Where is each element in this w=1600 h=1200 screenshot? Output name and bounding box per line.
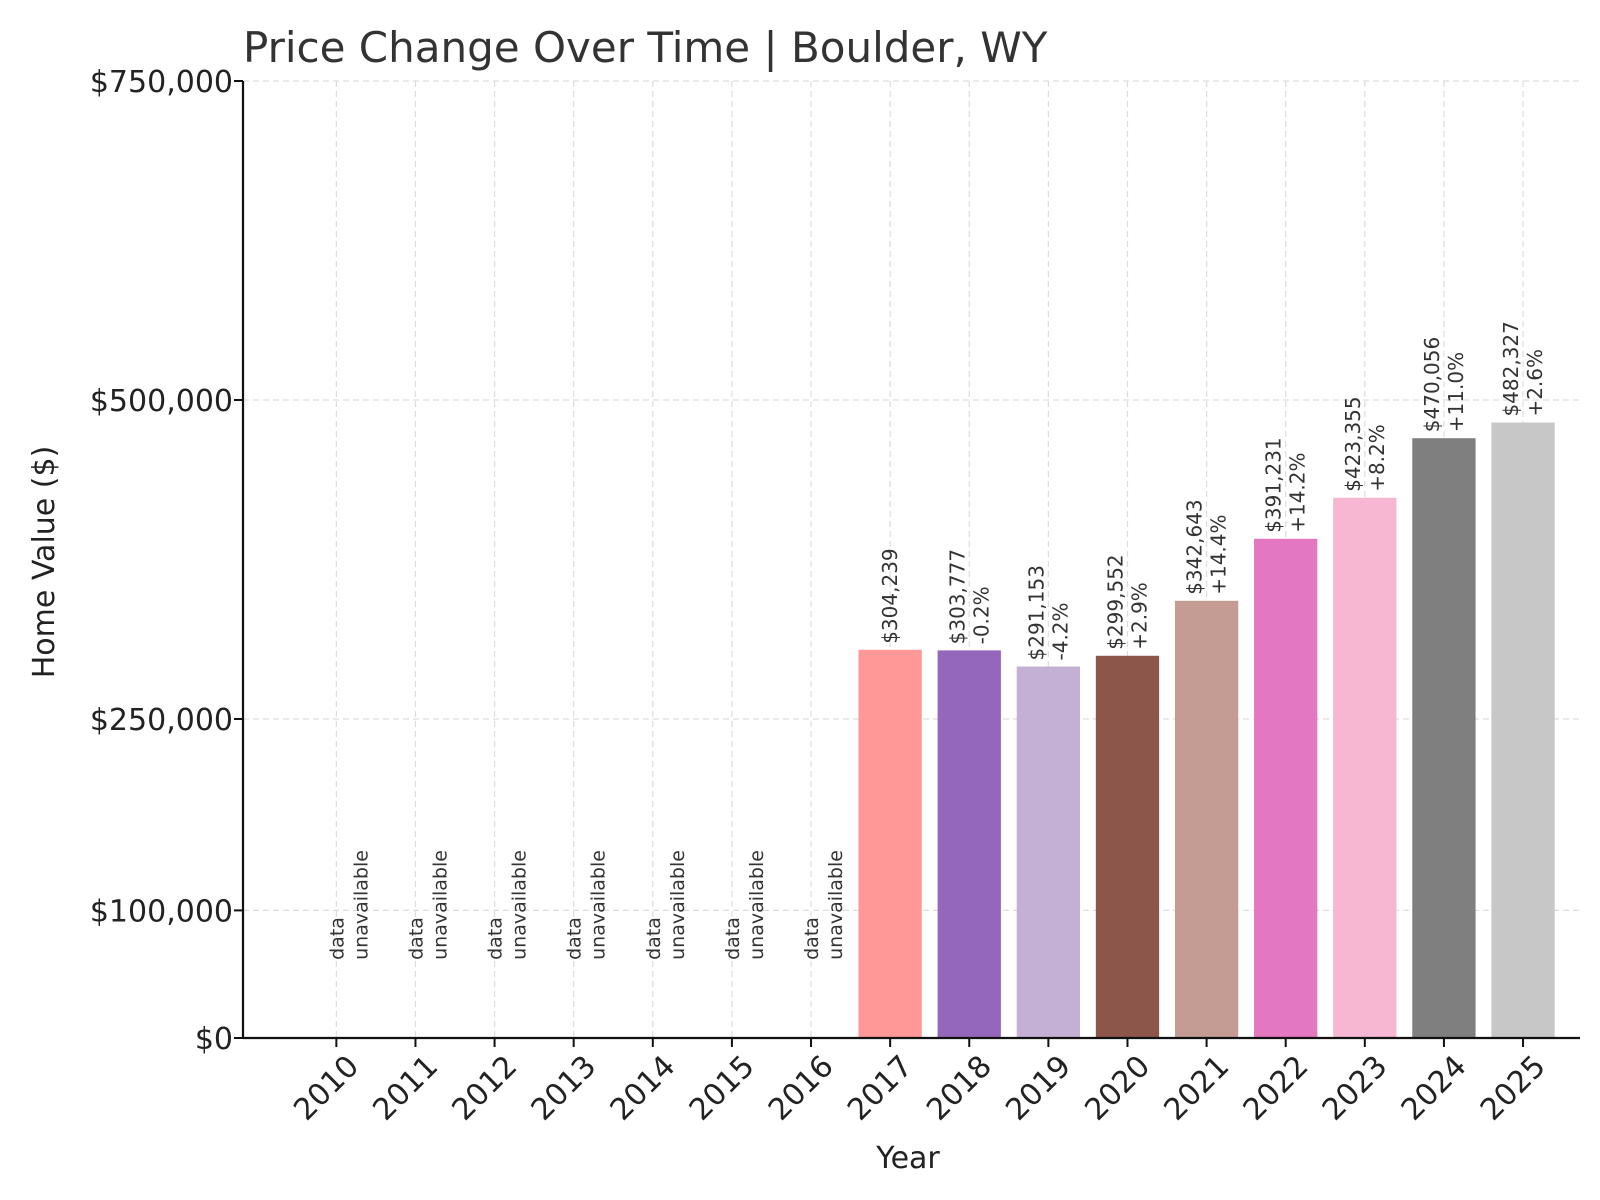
bar-2021 [1174,600,1239,1038]
x-tick-label-2021: 2021 [1158,1049,1237,1128]
data-unavailable-line: data [564,917,586,960]
data-unavailable-label-2013: data unavailable [564,850,610,960]
data-unavailable-label-2011: data unavailable [405,850,451,960]
bar-value-label-2020: $299,552+2.9% [1103,554,1151,649]
x-tick-label-2024: 2024 [1395,1049,1474,1128]
data-unavailable-line: data [643,917,665,960]
x-tick-label-2022: 2022 [1237,1049,1316,1128]
y-axis-ticks: $0 $100,000 $250,000 $500,000 $750,000 [90,65,243,1057]
data-unavailable-label-2016: data unavailable [801,850,847,960]
bar-2023 [1333,497,1397,1038]
bar-value-label-2023: $423,355+8.2% [1341,396,1389,491]
bar-2025 [1491,422,1555,1038]
data-unavailable-label-2010: data unavailable [326,850,372,960]
data-unavailable-line: unavailable [429,850,451,960]
x-tick-label-2023: 2023 [1316,1049,1395,1128]
bar-value-text: $299,552 [1103,554,1127,649]
bar-2017 [858,649,922,1038]
chart-title: Price Change Over Time | Boulder, WY [243,23,1048,72]
data-unavailable-line: unavailable [588,850,610,960]
bar-value-text: $304,239 [878,548,902,643]
bar-change-text: +14.2% [1286,452,1310,532]
x-axis-title: Year [875,1141,940,1176]
x-tick-label-2014: 2014 [604,1049,683,1128]
bar-value-label-2021: $342,643+14.4% [1183,499,1231,594]
x-tick-label-2010: 2010 [287,1049,366,1128]
data-unavailable-label-2014: data unavailable [643,850,689,960]
bar-value-text: $470,056 [1420,337,1444,432]
x-axis-ticks: 2010 2011 2012 2013 2014 2015 2016 2017 2018 2019… [287,1038,1553,1128]
data-unavailable-label-2015: data unavailable [722,850,768,960]
y-axis-title: Home Value ($) [27,446,62,679]
bar-value-label-2019: $291,153-4.2% [1024,565,1072,660]
bar-value-text: $423,355 [1341,396,1365,491]
data-unavailable-line: data [485,917,507,960]
bar-2022 [1254,538,1318,1038]
y-tick-label: $0 [195,1022,233,1057]
bar-value-text: $303,777 [945,549,969,644]
x-tick-label-2011: 2011 [366,1049,445,1128]
data-unavailable-line: unavailable [509,850,531,960]
data-unavailable-line: data [405,917,427,960]
y-tick-label: $750,000 [90,65,233,100]
bar-2020 [1095,655,1160,1038]
bar-2019 [1016,666,1081,1038]
y-tick-label: $100,000 [90,894,233,929]
data-unavailable-line: data [801,917,823,960]
bar-change-text: -0.2% [969,586,993,644]
bar-2024 [1412,438,1476,1038]
bars [858,422,1555,1038]
data-unavailable-line: data [722,917,744,960]
bar-value-text: $342,643 [1183,499,1207,594]
data-unavailable-line: unavailable [667,850,689,960]
bar-value-text: $391,231 [1262,437,1286,532]
x-tick-label-2025: 2025 [1474,1049,1553,1128]
bar-2018 [937,650,1001,1038]
bar-value-label-2022: $391,231+14.2% [1262,437,1310,532]
x-tick-label-2017: 2017 [841,1049,920,1128]
axes [241,81,1580,1040]
bar-change-text: +2.9% [1127,582,1151,650]
bar-labels: data unavailable data unavailable data unavai… [326,321,1547,960]
x-tick-label-2019: 2019 [999,1049,1078,1128]
x-tick-label-2015: 2015 [683,1049,762,1128]
x-tick-label-2012: 2012 [445,1049,524,1128]
y-tick-label: $250,000 [90,703,233,738]
bar-change-text: -4.2% [1048,602,1072,660]
data-unavailable-label-2012: data unavailable [485,850,531,960]
bar-value-text: $482,327 [1499,321,1523,416]
bar-value-label-2018: $303,777-0.2% [945,549,993,644]
x-tick-label-2018: 2018 [920,1049,999,1128]
bar-value-text: $291,153 [1024,565,1048,660]
bar-value-label-2025: $482,327+2.6% [1499,321,1547,416]
bar-value-label-2024: $470,056+11.0% [1420,337,1468,432]
x-tick-label-2020: 2020 [1078,1049,1157,1128]
data-unavailable-line: data [326,917,348,960]
bar-change-text: +8.2% [1365,424,1389,492]
x-tick-label-2016: 2016 [762,1049,841,1128]
y-tick-label: $500,000 [90,384,233,419]
bar-change-text: +2.6% [1523,349,1547,417]
data-unavailable-line: unavailable [746,850,768,960]
bar-change-text: +11.0% [1444,352,1468,432]
bar-value-label-2017: $304,239 [878,548,902,643]
data-unavailable-line: unavailable [825,850,847,960]
data-unavailable-line: unavailable [350,850,372,960]
x-tick-label-2013: 2013 [525,1049,604,1128]
bar-change-text: +14.4% [1207,514,1231,594]
